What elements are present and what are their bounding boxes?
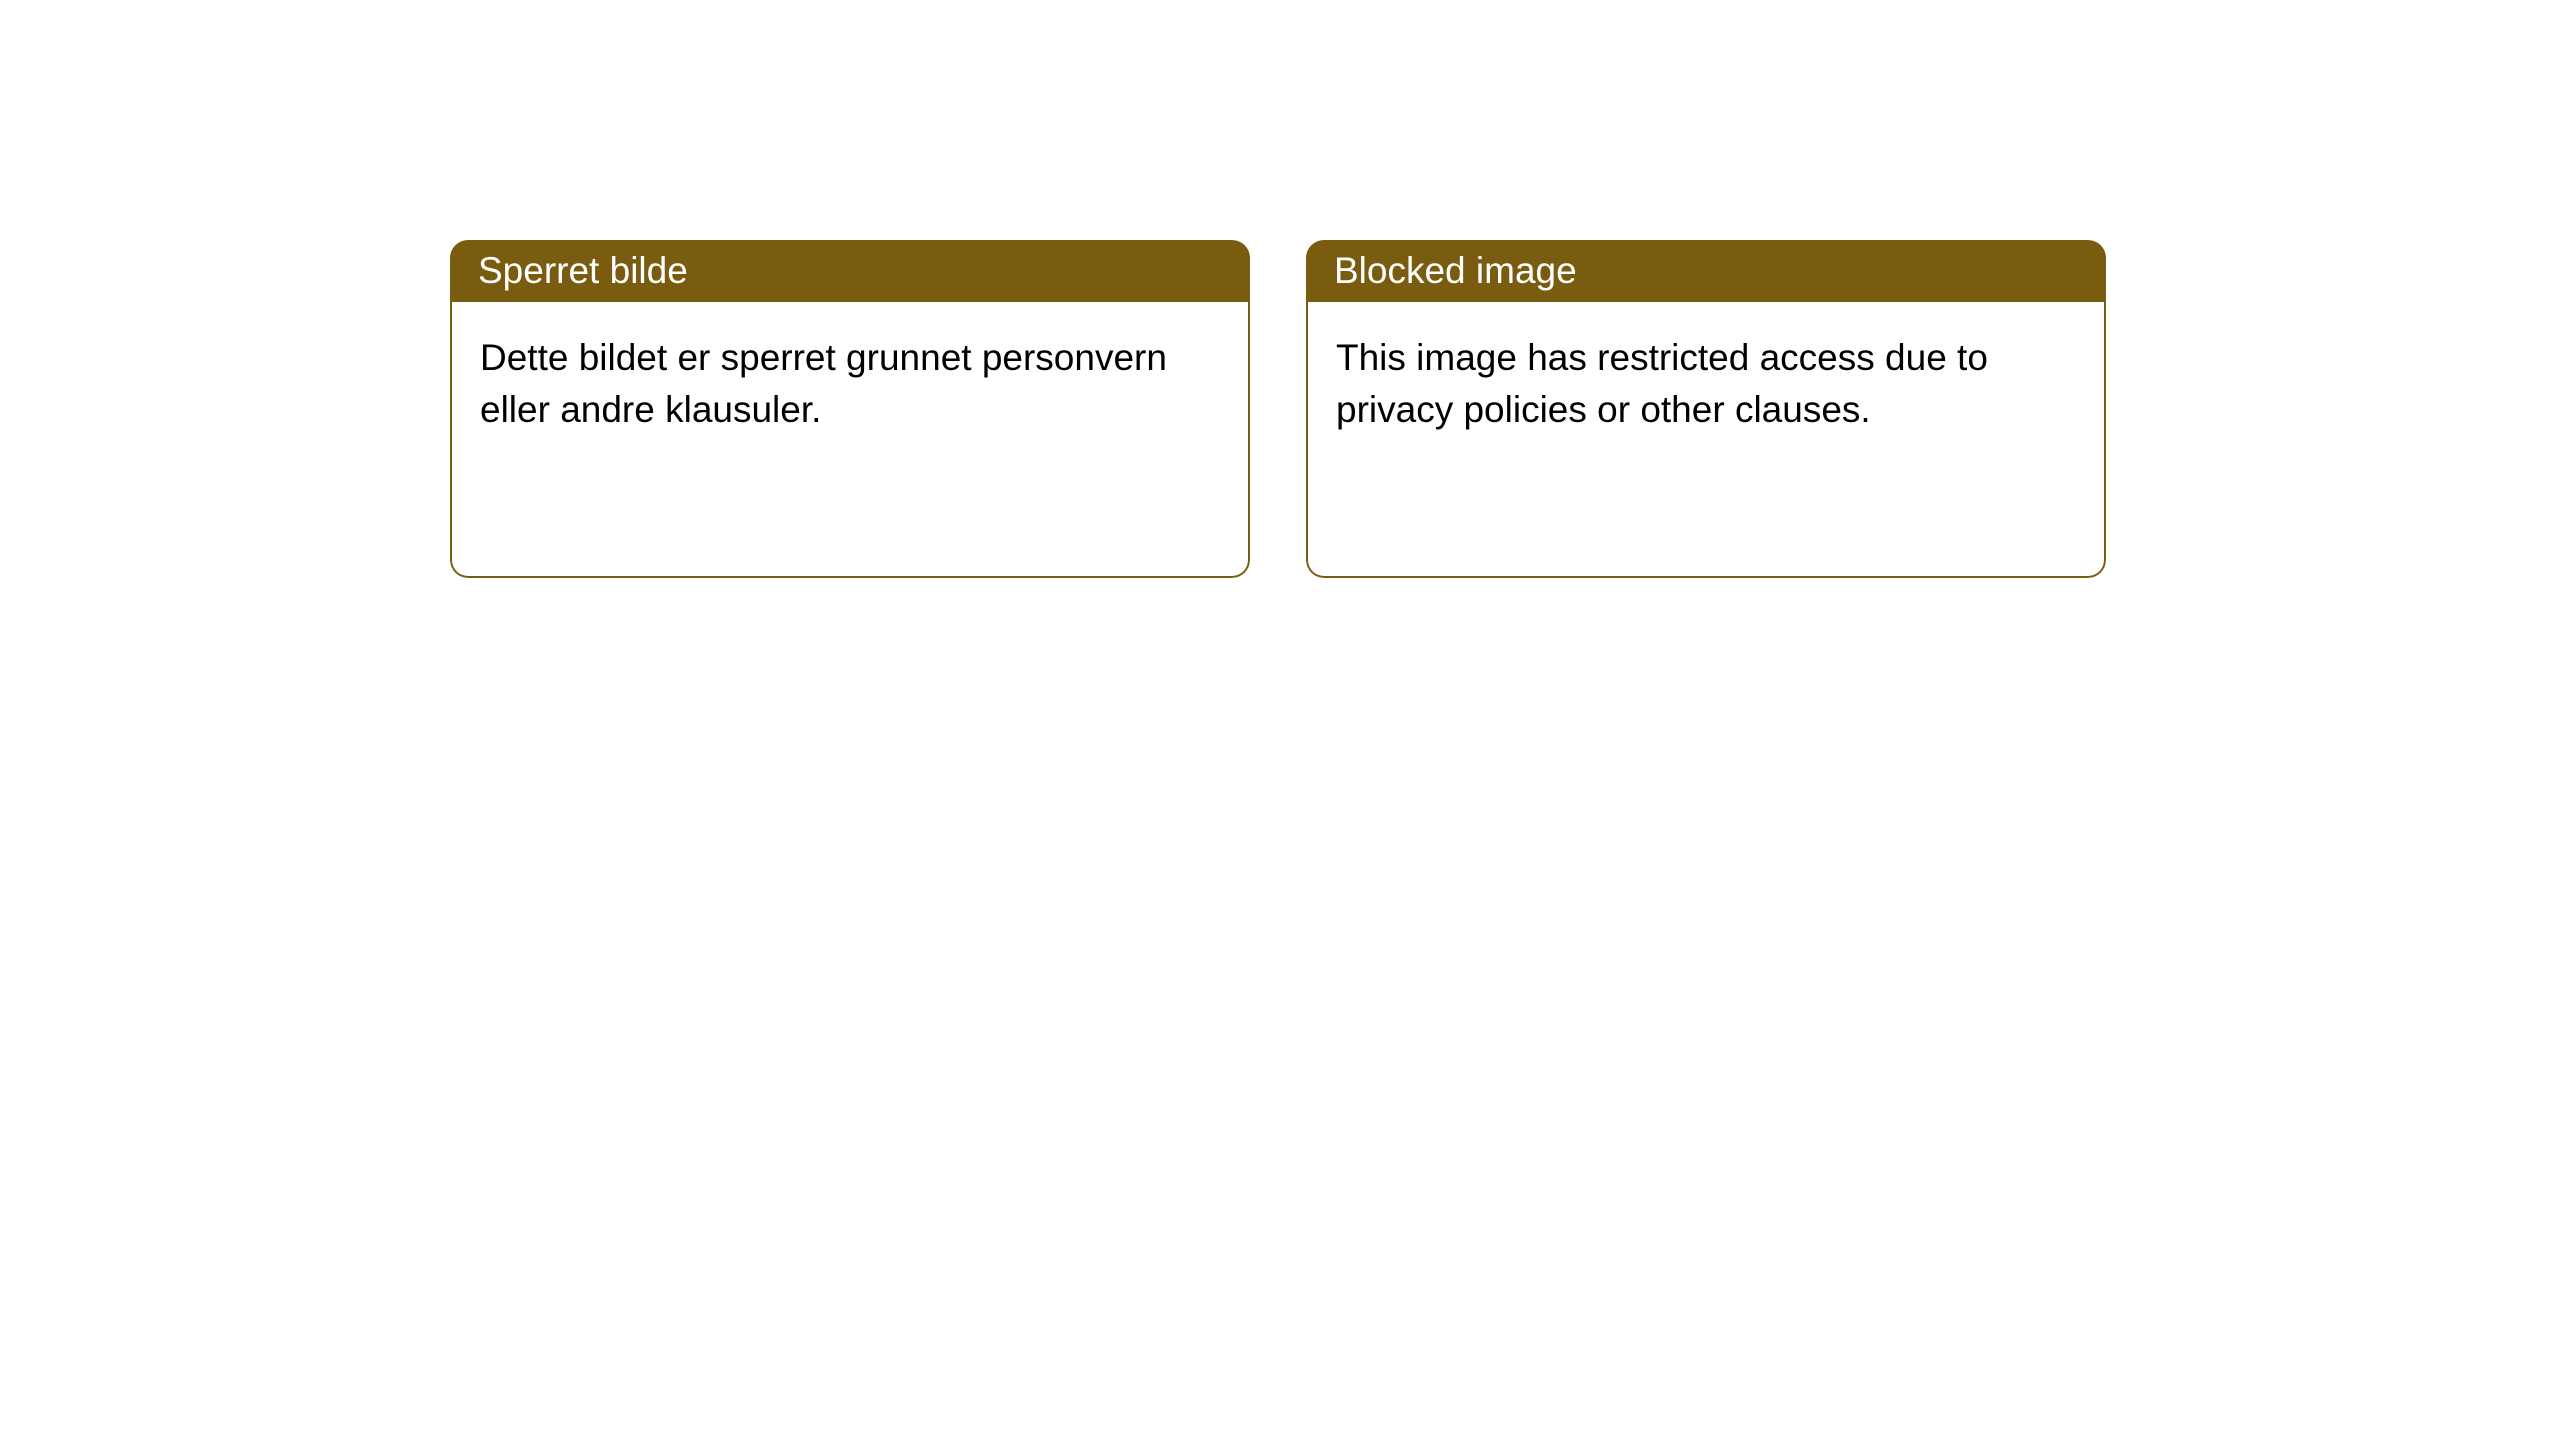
notice-header: Blocked image [1306, 240, 2106, 302]
notice-header: Sperret bilde [450, 240, 1250, 302]
notice-body: This image has restricted access due to … [1306, 302, 2106, 578]
notice-body: Dette bildet er sperret grunnet personve… [450, 302, 1250, 578]
notices-container: Sperret bilde Dette bildet er sperret gr… [0, 0, 2560, 578]
notice-box-english: Blocked image This image has restricted … [1306, 240, 2106, 578]
notice-box-norwegian: Sperret bilde Dette bildet er sperret gr… [450, 240, 1250, 578]
